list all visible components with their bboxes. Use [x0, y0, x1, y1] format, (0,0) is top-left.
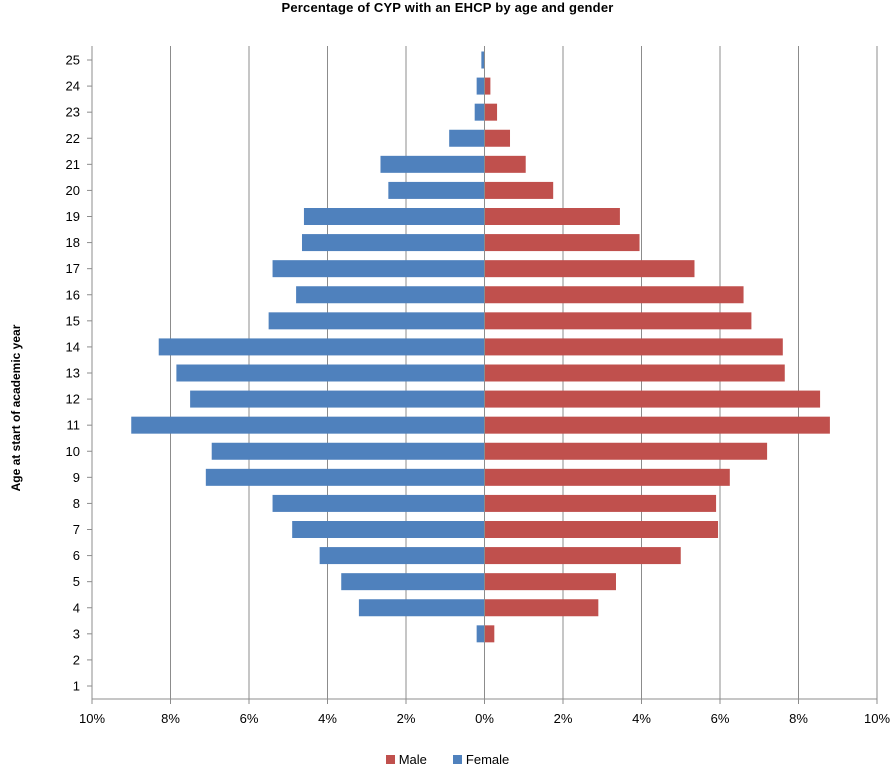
y-tick-label: 22 — [66, 131, 80, 146]
legend: Male Female — [0, 752, 895, 767]
y-tick-label: 10 — [66, 444, 80, 459]
x-tick-label: 8% — [789, 711, 808, 726]
bar-male — [484, 390, 821, 408]
x-tick-label: 8% — [161, 711, 180, 726]
bar-female — [158, 338, 485, 356]
legend-item-male: Male — [385, 752, 427, 767]
y-tick-label: 9 — [73, 470, 80, 485]
bar-female — [272, 494, 485, 512]
legend-swatch-female — [452, 755, 462, 764]
bar-male — [484, 338, 783, 356]
legend-item-female: Female — [452, 752, 510, 767]
tick-labels: 10% 8% 6% 4% 2% 0% 2% 4% 6% 8% 10%1234567891011121… — [66, 53, 891, 727]
legend-label-female: Female — [465, 752, 510, 767]
bar-male — [484, 260, 695, 278]
legend-label-male: Male — [398, 752, 427, 767]
bar-female — [296, 286, 485, 304]
bar-female — [205, 468, 485, 486]
bar-female — [358, 599, 485, 617]
y-tick-label: 2 — [73, 652, 80, 667]
axes — [87, 46, 878, 704]
bar-male — [484, 521, 719, 538]
bar-female — [292, 521, 485, 538]
x-tick-label: 6% — [711, 711, 730, 726]
y-tick-label: 4 — [73, 600, 80, 615]
bar-female — [474, 103, 485, 121]
bar-female — [476, 625, 485, 643]
bar-male — [484, 468, 730, 486]
y-tick-label: 7 — [73, 522, 80, 537]
y-tick-label: 24 — [66, 79, 80, 94]
bar-female — [131, 416, 485, 434]
x-tick-label: 10% — [864, 711, 890, 726]
bar-female — [268, 312, 485, 330]
x-tick-label: 10% — [79, 711, 105, 726]
bar-male — [484, 573, 616, 591]
bar-male — [484, 625, 495, 643]
bar-male — [484, 234, 640, 252]
chart-title: Percentage of CYP with an EHCP by age an… — [281, 0, 614, 15]
bar-male — [484, 155, 526, 173]
y-tick-label: 21 — [66, 157, 80, 172]
y-tick-label: 15 — [66, 313, 80, 328]
bar-male — [484, 286, 744, 304]
y-tick-label: 1 — [73, 679, 80, 694]
bar-female — [341, 573, 485, 591]
bar-male — [484, 129, 511, 147]
bar-male — [484, 312, 752, 330]
y-tick-label: 3 — [73, 626, 80, 641]
bar-male — [484, 208, 620, 225]
bar-male — [484, 103, 498, 121]
bar-male — [484, 494, 717, 512]
bar-female — [301, 234, 485, 252]
x-tick-label: 0% — [475, 711, 494, 726]
x-tick-label: 4% — [632, 711, 651, 726]
legend-swatch-male — [385, 755, 395, 764]
bar-male — [484, 77, 491, 95]
bar-female — [380, 155, 485, 173]
x-tick-label: 6% — [240, 711, 259, 726]
x-tick-label: 2% — [554, 711, 573, 726]
y-tick-label: 25 — [66, 53, 80, 68]
bar-female — [481, 51, 485, 69]
x-tick-label: 4% — [318, 711, 337, 726]
bar-female — [303, 208, 485, 225]
bar-female — [211, 442, 485, 460]
y-tick-label: 23 — [66, 105, 80, 120]
bar-female — [476, 77, 485, 95]
y-tick-label: 17 — [66, 261, 80, 276]
bar-female — [190, 390, 485, 408]
y-tick-label: 5 — [73, 574, 80, 589]
y-tick-label: 8 — [73, 496, 80, 511]
bar-female — [319, 547, 485, 565]
bar-female — [272, 260, 485, 278]
bar-male — [484, 181, 554, 199]
bar-male — [484, 547, 681, 565]
bar-female — [449, 129, 485, 147]
bar-female — [176, 364, 485, 382]
bar-male — [484, 416, 830, 434]
y-tick-label: 20 — [66, 183, 80, 198]
bar-female — [388, 181, 485, 199]
y-tick-label: 6 — [73, 548, 80, 563]
bars — [131, 51, 830, 643]
y-tick-label: 14 — [66, 339, 80, 354]
y-tick-label: 19 — [66, 209, 80, 224]
y-tick-label: 13 — [66, 366, 80, 381]
bar-male — [484, 364, 785, 382]
y-tick-label: 11 — [67, 418, 81, 433]
y-tick-label: 18 — [66, 235, 80, 250]
y-tick-label: 16 — [66, 287, 80, 302]
y-tick-label: 12 — [66, 392, 80, 407]
x-tick-label: 2% — [397, 711, 416, 726]
bar-male — [484, 442, 768, 460]
bar-male — [484, 599, 599, 617]
